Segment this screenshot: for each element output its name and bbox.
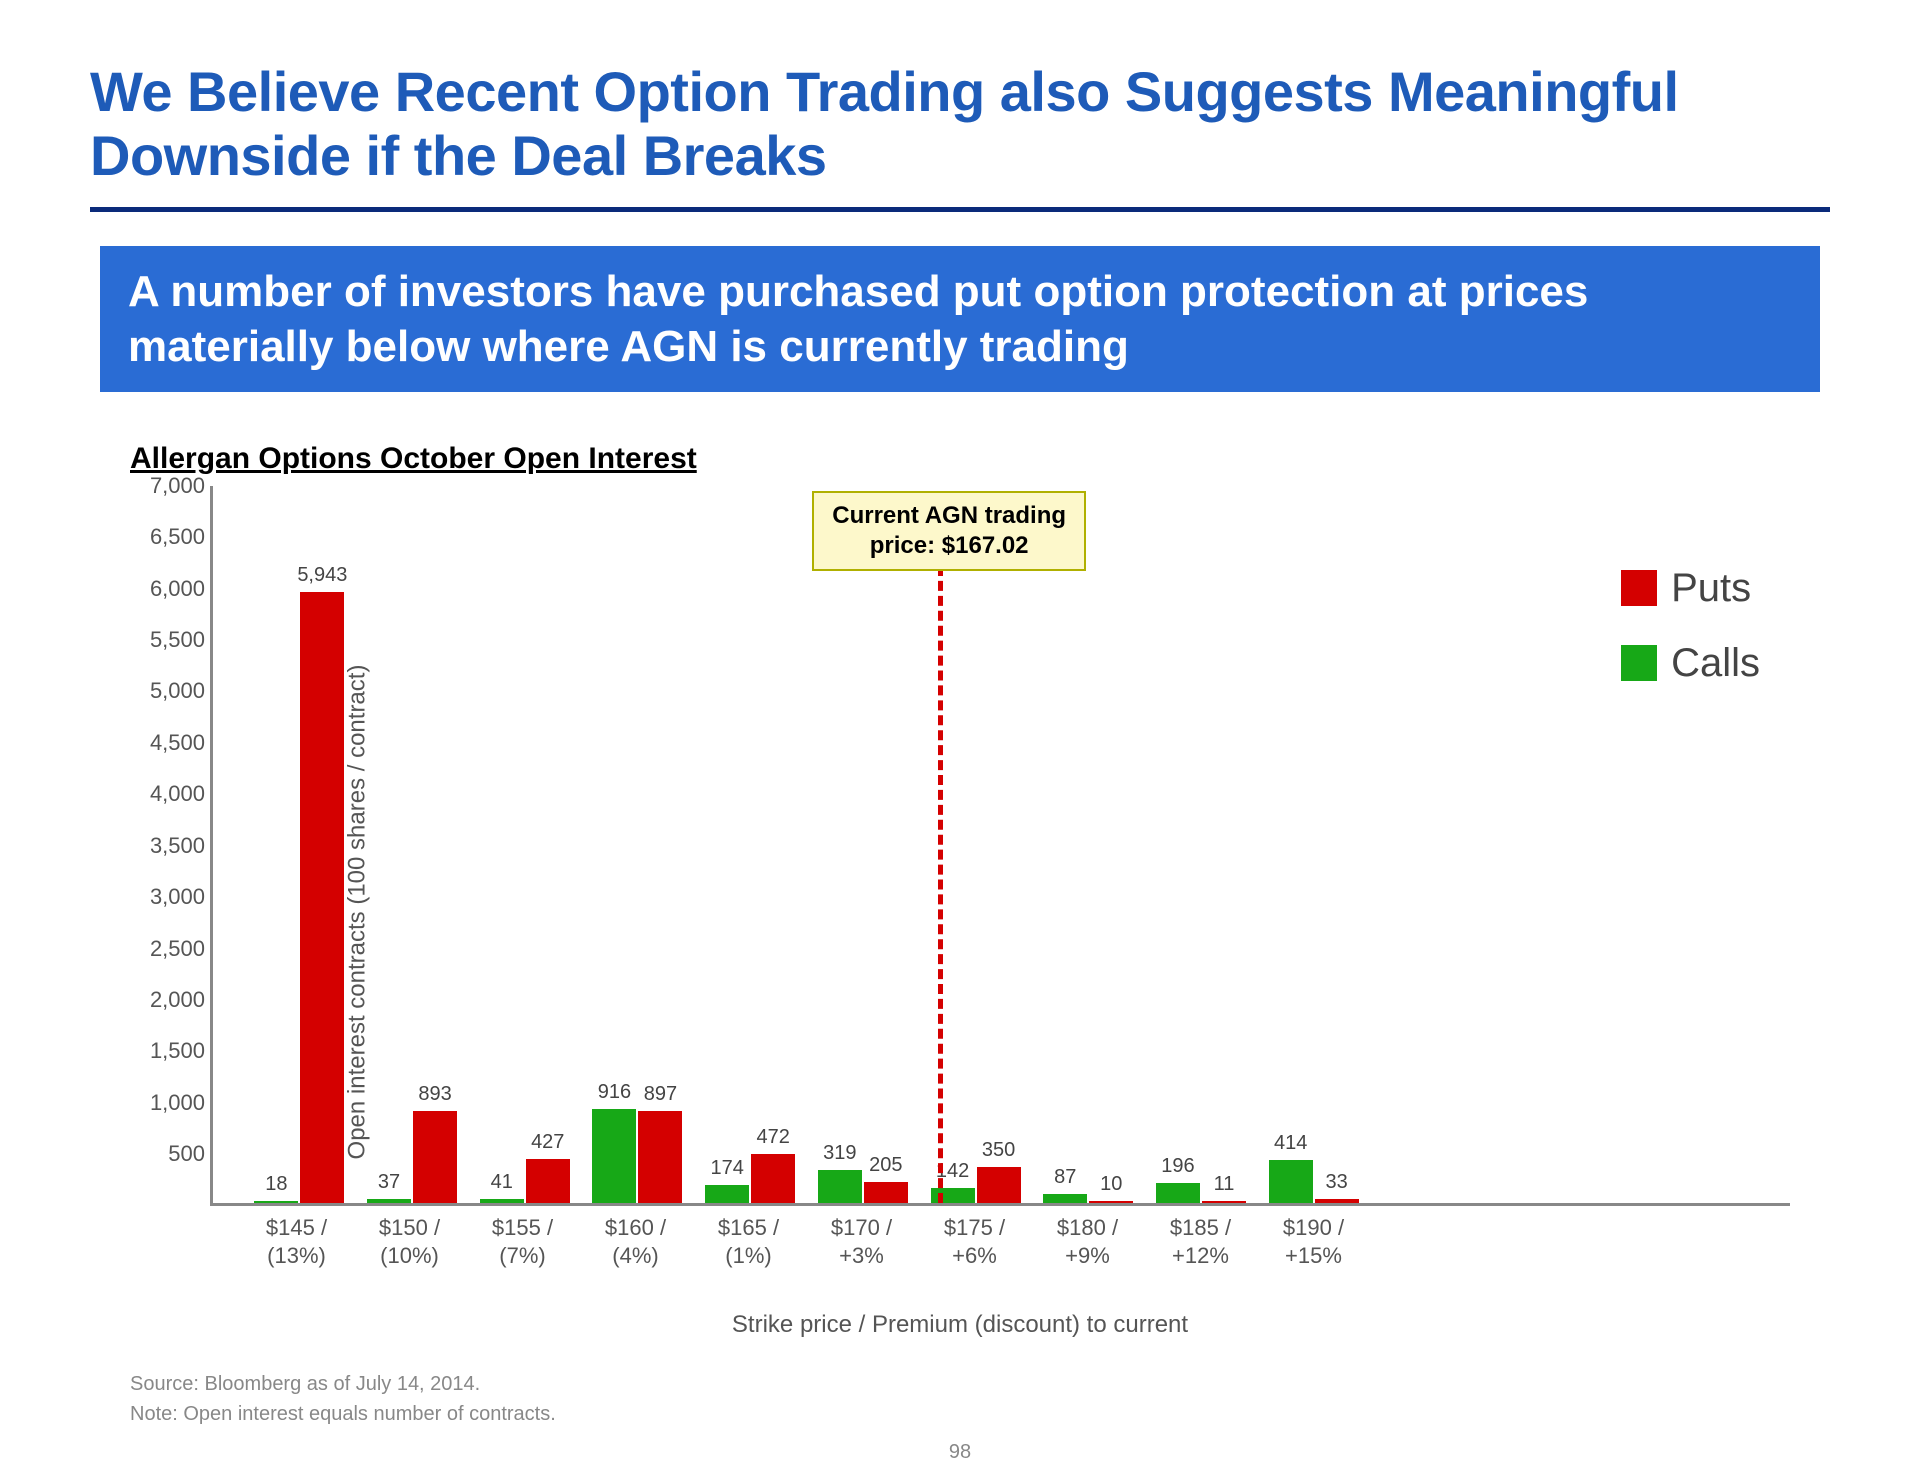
puts-value: 897 — [644, 1083, 677, 1106]
puts-bar: 897 — [638, 1111, 682, 1203]
y-tick: 4,500 — [133, 730, 205, 756]
y-tick: 4,000 — [133, 781, 205, 807]
puts-value: 33 — [1326, 1171, 1348, 1194]
puts-swatch — [1621, 570, 1657, 606]
puts-bar: 11 — [1202, 1201, 1246, 1203]
y-tick: 2,500 — [133, 936, 205, 962]
x-tick-label: $150 /(10%) — [353, 1214, 466, 1271]
y-tick: 500 — [133, 1141, 205, 1167]
x-tick-label: $185 /+12% — [1144, 1214, 1257, 1271]
calls-value: 196 — [1161, 1155, 1194, 1178]
bar-group: 41433 — [1257, 486, 1370, 1203]
summary-banner: A number of investors have purchased put… — [100, 246, 1820, 392]
puts-bar: 350 — [977, 1167, 1021, 1203]
legend-item-puts: Puts — [1621, 566, 1760, 611]
calls-label: Calls — [1671, 641, 1760, 686]
puts-value: 205 — [869, 1154, 902, 1177]
x-axis-label: Strike price / Premium (discount) to cur… — [130, 1311, 1790, 1339]
chart-legend: Puts Calls — [1621, 566, 1760, 716]
puts-value: 5,943 — [297, 564, 347, 587]
x-tick-label: $180 /+9% — [1031, 1214, 1144, 1271]
calls-bar: 414 — [1269, 1160, 1313, 1203]
calls-value: 319 — [823, 1142, 856, 1165]
calls-value: 18 — [265, 1173, 287, 1196]
bar-group: 37893 — [356, 486, 469, 1203]
calls-value: 37 — [378, 1171, 400, 1194]
puts-value: 472 — [756, 1126, 789, 1149]
puts-value: 893 — [418, 1083, 451, 1106]
calls-value: 174 — [710, 1157, 743, 1180]
puts-value: 427 — [531, 1131, 564, 1154]
x-tick-label: $155 /(7%) — [466, 1214, 579, 1271]
calls-bar: 196 — [1156, 1183, 1200, 1203]
slide-title: We Believe Recent Option Trading also Su… — [90, 60, 1830, 189]
x-tick-label: $175 /+6% — [918, 1214, 1031, 1271]
y-tick: 6,000 — [133, 576, 205, 602]
calls-swatch — [1621, 645, 1657, 681]
source-text: Bloomberg as of July 14, 2014. — [205, 1373, 481, 1395]
note-label: Note: — [130, 1403, 178, 1425]
y-tick: 6,500 — [133, 524, 205, 550]
puts-label: Puts — [1671, 566, 1751, 611]
calls-bar: 916 — [592, 1109, 636, 1203]
y-tick: 5,500 — [133, 627, 205, 653]
price-callout: Current AGN trading price: $167.02 — [812, 491, 1086, 571]
calls-value: 916 — [598, 1081, 631, 1104]
callout-line1: Current AGN trading — [832, 501, 1066, 531]
y-tick: 5,000 — [133, 678, 205, 704]
x-tick-label: $170 /+3% — [805, 1214, 918, 1271]
puts-bar: 10 — [1089, 1201, 1133, 1203]
chart-title: Allergan Options October Open Interest — [130, 442, 1830, 476]
bar-group: 142350 — [919, 486, 1032, 1203]
y-tick: 1,000 — [133, 1090, 205, 1116]
calls-value: 87 — [1054, 1166, 1076, 1189]
calls-bar: 174 — [705, 1185, 749, 1203]
puts-bar: 893 — [413, 1111, 457, 1203]
bar-group: 319205 — [807, 486, 920, 1203]
callout-line2: price: $167.02 — [832, 531, 1066, 561]
bar-group: 185,943 — [243, 486, 356, 1203]
puts-bar: 33 — [1315, 1199, 1359, 1202]
x-tick-label: $165 /(1%) — [692, 1214, 805, 1271]
calls-bar: 319 — [818, 1170, 862, 1203]
calls-bar: 142 — [931, 1188, 975, 1203]
chart-plot-area: 7,0006,5006,0005,5005,0004,5004,0003,500… — [210, 486, 1790, 1206]
calls-bar: 37 — [367, 1199, 411, 1203]
calls-bar: 87 — [1043, 1194, 1087, 1203]
bar-group: 8710 — [1032, 486, 1145, 1203]
calls-bar: 18 — [254, 1201, 298, 1203]
y-tick: 2,000 — [133, 987, 205, 1013]
x-tick-label: $190 /+15% — [1257, 1214, 1370, 1271]
page-number: 98 — [949, 1441, 971, 1464]
legend-item-calls: Calls — [1621, 641, 1760, 686]
title-rule — [90, 207, 1830, 212]
x-tick-label: $160 /(4%) — [579, 1214, 692, 1271]
calls-value: 41 — [491, 1171, 513, 1194]
y-tick: 7,000 — [133, 473, 205, 499]
bar-group: 19611 — [1145, 486, 1258, 1203]
current-price-line — [938, 566, 943, 1203]
source-label: Source: — [130, 1373, 199, 1395]
bar-group: 174472 — [694, 486, 807, 1203]
puts-bar: 472 — [751, 1154, 795, 1203]
y-tick: 3,500 — [133, 833, 205, 859]
puts-value: 10 — [1100, 1173, 1122, 1196]
y-tick: 3,000 — [133, 884, 205, 910]
puts-value: 11 — [1214, 1173, 1235, 1196]
bar-group: 41427 — [468, 486, 581, 1203]
calls-value: 414 — [1274, 1132, 1307, 1155]
x-tick-label: $145 /(13%) — [240, 1214, 353, 1271]
puts-bar: 5,943 — [300, 592, 344, 1203]
footer-notes: Source: Bloomberg as of July 14, 2014. N… — [130, 1369, 1830, 1429]
puts-bar: 427 — [526, 1159, 570, 1203]
chart-container: Open interest contracts (100 shares / co… — [130, 486, 1790, 1339]
calls-bar: 41 — [480, 1199, 524, 1203]
y-tick: 1,500 — [133, 1038, 205, 1064]
puts-value: 350 — [982, 1139, 1015, 1162]
note-text: Open interest equals number of contracts… — [183, 1403, 555, 1425]
bar-group: 916897 — [581, 486, 694, 1203]
puts-bar: 205 — [864, 1182, 908, 1203]
